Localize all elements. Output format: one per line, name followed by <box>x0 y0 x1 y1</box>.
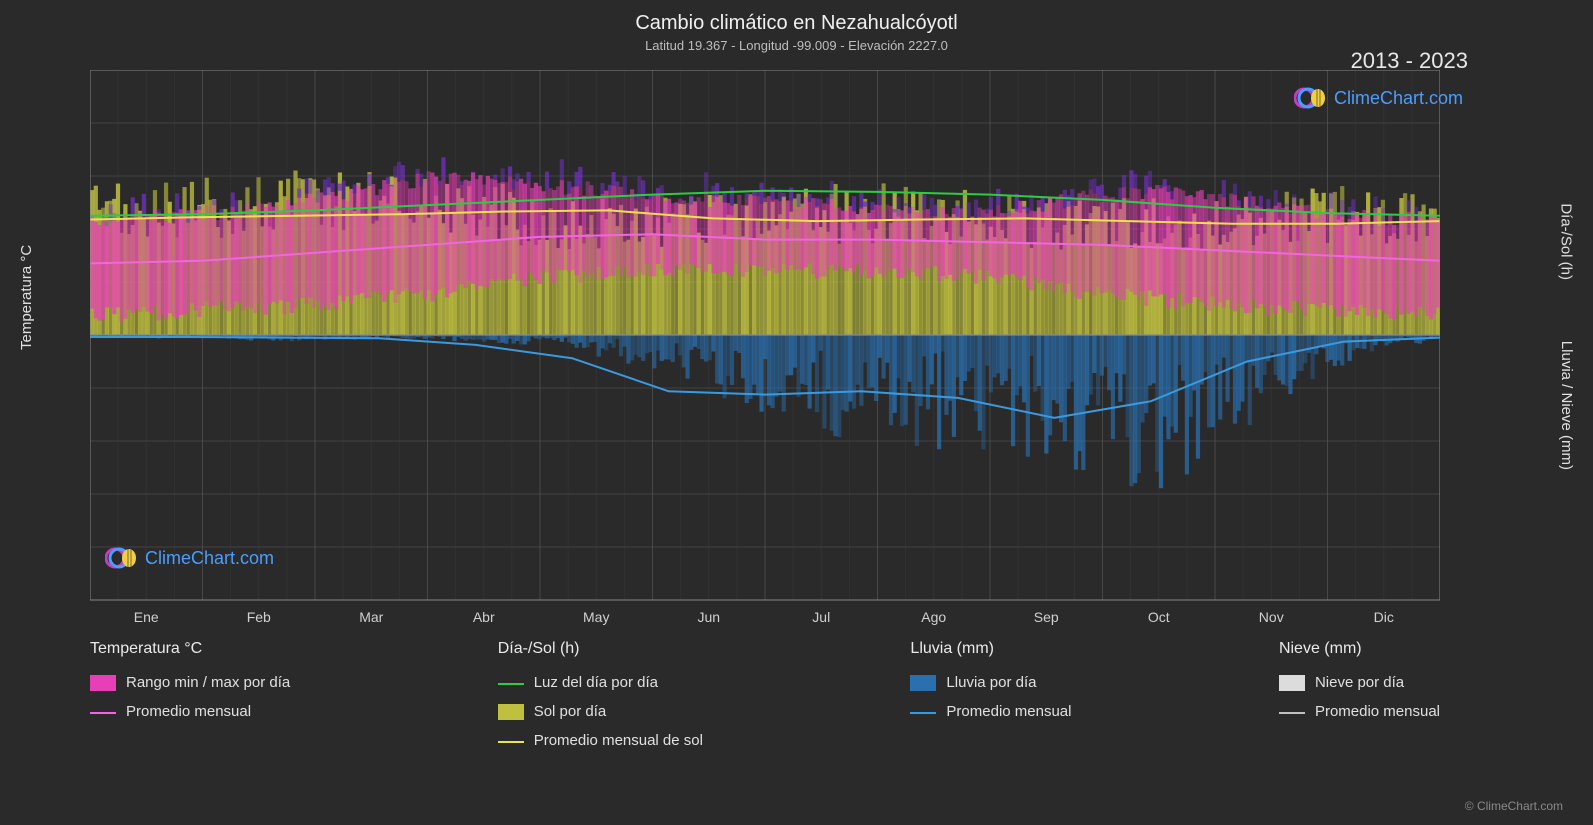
legend-rain-daily: Lluvia por día <box>910 674 1071 691</box>
legend-temp-header: Temperatura °C <box>90 640 290 658</box>
legend: Temperatura °C Rango min / max por día P… <box>90 640 1440 749</box>
brand-logo-bottom: ClimeChart.com <box>105 545 274 571</box>
plot-area: -50-40-30-20-100102030405006121824102030… <box>90 70 1440 600</box>
swatch-rain-daily <box>910 675 936 691</box>
svg-text:Sep: Sep <box>1034 609 1059 625</box>
swatch-snow-daily <box>1279 675 1305 691</box>
legend-label: Promedio mensual <box>126 703 251 720</box>
logo-icon <box>105 545 139 571</box>
legend-label: Luz del día por día <box>534 674 658 691</box>
legend-label: Sol por día <box>534 703 607 720</box>
svg-text:Ene: Ene <box>134 609 159 625</box>
credit-label: © ClimeChart.com <box>1465 799 1563 813</box>
legend-sunfill: Sol por día <box>498 703 703 720</box>
legend-snow-avg: Promedio mensual <box>1279 703 1440 720</box>
legend-daylight: Luz del día por día <box>498 674 703 691</box>
legend-sun: Día-/Sol (h) Luz del día por día Sol por… <box>498 640 703 749</box>
legend-label: Promedio mensual <box>946 703 1071 720</box>
svg-text:Mar: Mar <box>359 609 383 625</box>
brand-name: ClimeChart.com <box>1334 88 1463 109</box>
legend-rain: Lluvia (mm) Lluvia por día Promedio mens… <box>910 640 1071 749</box>
legend-temp: Temperatura °C Rango min / max por día P… <box>90 640 290 749</box>
legend-sunavg: Promedio mensual de sol <box>498 732 703 749</box>
legend-temp-avg: Promedio mensual <box>90 703 290 720</box>
svg-text:Ago: Ago <box>921 609 946 625</box>
legend-temp-range: Rango min / max por día <box>90 674 290 691</box>
legend-label: Nieve por día <box>1315 674 1404 691</box>
legend-snow: Nieve (mm) Nieve por día Promedio mensua… <box>1279 640 1440 749</box>
chart-title: Cambio climático en Nezahualcóyotl <box>0 12 1593 35</box>
plot-svg: -50-40-30-20-100102030405006121824102030… <box>90 70 1440 630</box>
svg-text:Dic: Dic <box>1374 609 1394 625</box>
svg-text:Jul: Jul <box>812 609 830 625</box>
brand-name: ClimeChart.com <box>145 548 274 569</box>
legend-label: Rango min / max por día <box>126 674 290 691</box>
legend-label: Lluvia por día <box>946 674 1036 691</box>
legend-snow-header: Nieve (mm) <box>1279 640 1440 658</box>
legend-label: Promedio mensual <box>1315 703 1440 720</box>
legend-rain-avg: Promedio mensual <box>910 703 1071 720</box>
svg-text:Oct: Oct <box>1148 609 1170 625</box>
swatch-snow-avg <box>1279 712 1305 714</box>
svg-text:Abr: Abr <box>473 609 495 625</box>
swatch-temp-avg <box>90 712 116 714</box>
swatch-rain-avg <box>910 712 936 714</box>
brand-logo-top: ClimeChart.com <box>1294 85 1463 111</box>
y-axis-right-top-label: Día-/Sol (h) <box>1558 203 1575 280</box>
svg-text:Jun: Jun <box>697 609 720 625</box>
swatch-sunfill <box>498 704 524 720</box>
legend-snow-daily: Nieve por día <box>1279 674 1440 691</box>
svg-text:May: May <box>583 609 609 625</box>
swatch-sunavg <box>498 741 524 743</box>
legend-rain-header: Lluvia (mm) <box>910 640 1071 658</box>
logo-icon <box>1294 85 1328 111</box>
legend-sun-header: Día-/Sol (h) <box>498 640 703 658</box>
svg-text:Nov: Nov <box>1259 609 1284 625</box>
y-axis-left-label: Temperatura °C <box>18 245 35 350</box>
swatch-daylight <box>498 683 524 685</box>
y-axis-right-bottom-label: Lluvia / Nieve (mm) <box>1558 341 1575 470</box>
swatch-temp-range <box>90 675 116 691</box>
legend-label: Promedio mensual de sol <box>534 732 703 749</box>
chart-container: Cambio climático en Nezahualcóyotl Latit… <box>0 0 1593 825</box>
svg-text:Feb: Feb <box>247 609 271 625</box>
